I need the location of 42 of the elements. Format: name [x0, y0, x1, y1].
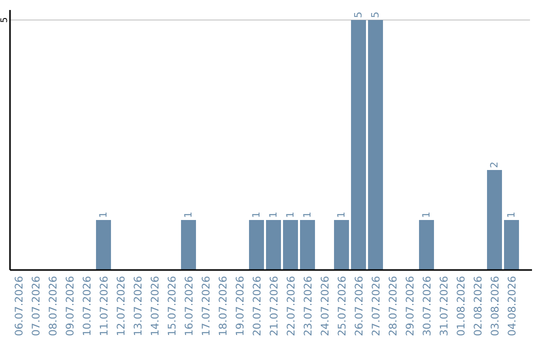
data-label: 1 — [302, 212, 314, 218]
x-tick-label: 17.07.2026 — [200, 276, 212, 336]
x-tick-label: 26.07.2026 — [354, 276, 366, 336]
data-label: 1 — [184, 212, 194, 218]
x-tick-label: 20.07.2026 — [252, 276, 264, 336]
x-tick-label: 12.07.2026 — [116, 276, 128, 336]
data-label: 1 — [98, 212, 110, 218]
x-tick-label: 07.07.2026 — [30, 276, 42, 336]
x-tick-label: 01.08.2026 — [456, 276, 468, 336]
x-tick-label: 16.07.2026 — [184, 276, 196, 336]
x-tick-label: 30.07.2026 — [422, 276, 434, 336]
x-tick-label: 06.07.2026 — [14, 276, 26, 336]
x-tick-label: 08.07.2026 — [48, 276, 60, 336]
x-tick-label: 18.07.2026 — [218, 276, 230, 336]
data-label: 1 — [506, 212, 518, 218]
x-tick-label: 27.07.2026 — [370, 276, 382, 336]
data-label: 1 — [268, 212, 280, 218]
x-tick-label: 13.07.2026 — [132, 276, 144, 336]
data-label: 1 — [286, 212, 296, 218]
x-tick-label: 11.07.2026 — [98, 276, 110, 336]
x-tick-label: 15.07.2026 — [166, 276, 178, 336]
data-label: 1 — [336, 212, 348, 218]
x-tick-label: 31.07.2026 — [438, 276, 450, 336]
x-tick-label: 19.07.2026 — [234, 276, 246, 336]
data-label: 5 — [354, 12, 364, 18]
x-tick-label: 09.07.2026 — [64, 276, 76, 336]
x-tick-label: 25.07.2026 — [336, 276, 348, 336]
x-tick-label: 03.08.2026 — [490, 276, 502, 336]
x-tick-label: 28.07.2026 — [388, 276, 400, 336]
x-tick-label: 04.08.2026 — [506, 276, 518, 336]
x-tick-label: 23.07.2026 — [302, 276, 314, 336]
x-tick-label: 24.07.2026 — [320, 276, 332, 336]
data-label: 1 — [422, 212, 432, 218]
x-tick-label: 02.08.2026 — [472, 276, 484, 336]
data-label: 1 — [252, 212, 262, 218]
x-tick-label: 22.07.2026 — [286, 276, 298, 336]
data-label: 5 — [370, 12, 382, 18]
x-tick-label: 29.07.2026 — [404, 276, 416, 336]
x-tick-label: 21.07.2026 — [268, 276, 280, 336]
data-label: 2 — [490, 162, 500, 168]
x-tick-label: 14.07.2026 — [150, 276, 162, 336]
x-tick-label: 10.07.2026 — [82, 276, 94, 336]
